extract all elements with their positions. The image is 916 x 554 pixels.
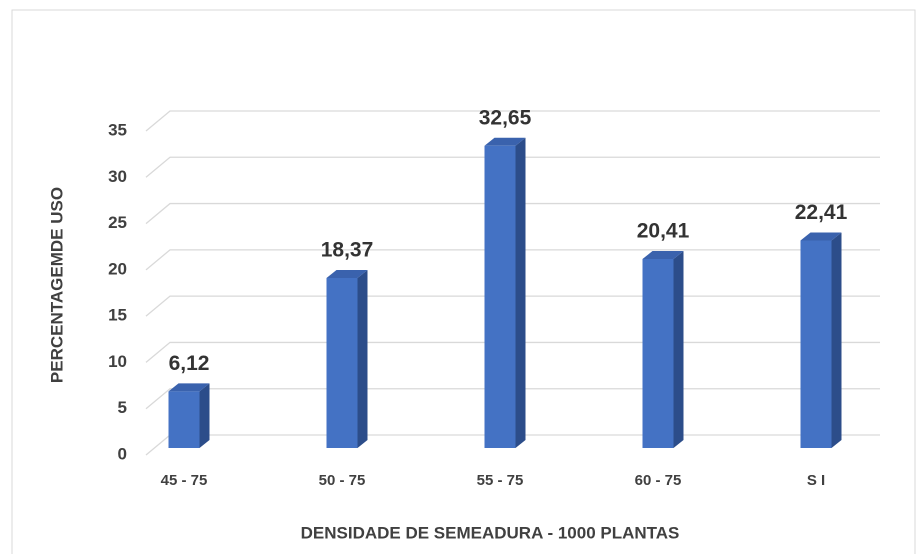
grid-line bbox=[145, 249, 880, 271]
bar bbox=[168, 383, 210, 448]
x-tick-label: 55 - 75 bbox=[477, 472, 524, 489]
y-axis-title: PERCENTAGEMDE USO bbox=[47, 187, 66, 383]
x-tick-label: 60 - 75 bbox=[635, 472, 682, 489]
chart-border bbox=[11, 9, 916, 554]
y-tick-label: 10 bbox=[108, 352, 127, 371]
y-tick-label: 5 bbox=[118, 398, 127, 417]
bar-top bbox=[800, 232, 842, 241]
value-label: 20,41 bbox=[637, 220, 690, 243]
value-label: 18,37 bbox=[321, 238, 374, 261]
value-label: 6,12 bbox=[169, 352, 210, 375]
y-tick-label: 15 bbox=[108, 306, 127, 325]
bar-side bbox=[199, 383, 210, 448]
y-tick-label: 30 bbox=[108, 167, 127, 186]
bar-top bbox=[326, 269, 368, 278]
bar-top bbox=[168, 383, 210, 392]
bar-front bbox=[326, 277, 358, 448]
grid-line bbox=[145, 202, 880, 225]
bar-front bbox=[642, 259, 674, 448]
bar-side bbox=[673, 251, 684, 448]
bar-top bbox=[484, 137, 526, 146]
x-axis-title: DENSIDADE DE SEMEADURA - 1000 PLANTAS bbox=[301, 523, 680, 542]
x-tick-label: 50 - 75 bbox=[319, 472, 366, 489]
y-tick-label: 0 bbox=[118, 444, 127, 463]
bar-top bbox=[642, 251, 684, 260]
bar-front bbox=[168, 391, 200, 448]
x-tick-label: 45 - 75 bbox=[161, 472, 208, 489]
bar bbox=[800, 232, 842, 448]
grid-line bbox=[145, 110, 880, 132]
y-tick-label: 35 bbox=[108, 120, 127, 139]
bar-front bbox=[800, 240, 832, 448]
y-tick-label: 25 bbox=[108, 213, 127, 232]
bar-side bbox=[357, 269, 368, 448]
bar-front bbox=[484, 145, 516, 449]
x-tick-label: S I bbox=[807, 472, 825, 489]
value-label: 32,65 bbox=[479, 106, 532, 129]
bar-side bbox=[515, 137, 526, 449]
bar bbox=[642, 251, 684, 448]
value-label: 22,41 bbox=[795, 201, 848, 224]
bar bbox=[326, 269, 368, 448]
bar bbox=[484, 137, 526, 449]
y-tick-label: 20 bbox=[108, 259, 127, 278]
grid-line bbox=[145, 156, 880, 178]
bar-side bbox=[831, 232, 842, 448]
